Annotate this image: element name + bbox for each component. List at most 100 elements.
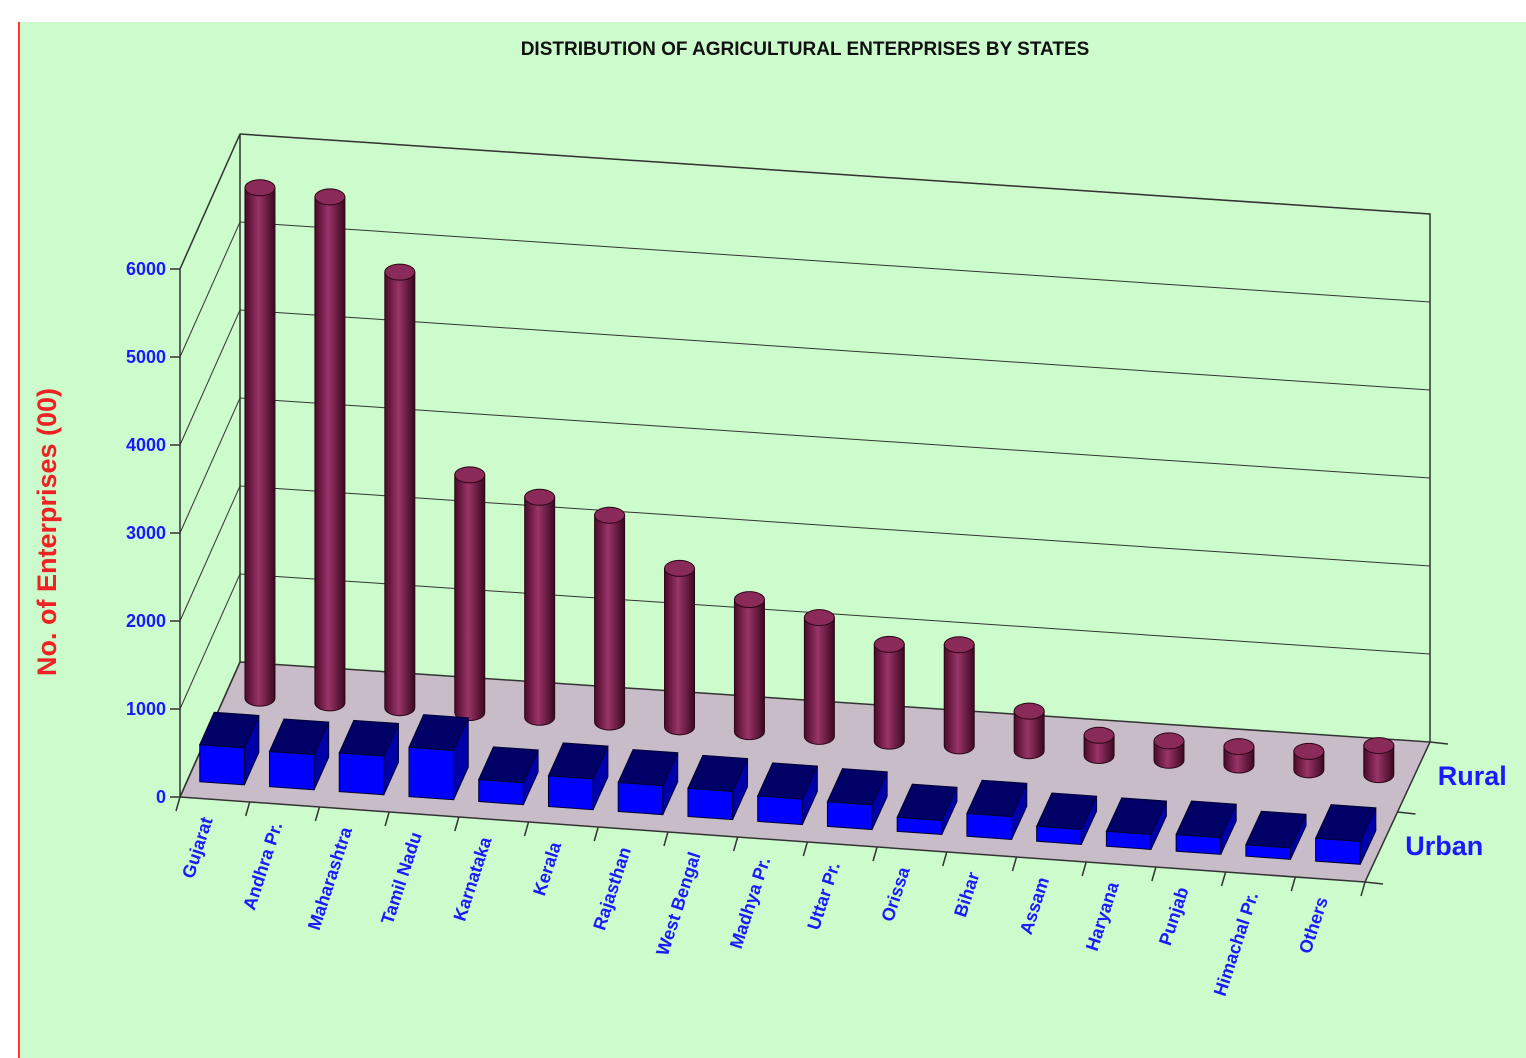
cylinder-top: [733, 591, 765, 609]
bar-urban: [477, 746, 539, 806]
chart-panel: DISTRIBUTION OF AGRICULTURAL ENTERPRISES…: [18, 22, 1526, 1058]
cylinder-top: [454, 466, 486, 484]
bar-rural: [664, 559, 696, 736]
y-tick-label: 0: [156, 787, 166, 807]
block-front: [687, 787, 734, 821]
x-tick-mark: [593, 826, 599, 842]
x-tick-mark: [1081, 861, 1087, 877]
bar-urban: [408, 714, 470, 801]
cylinder-body: [244, 187, 276, 707]
y-tick-label: 1000: [126, 699, 166, 719]
block-top: [617, 749, 679, 787]
gridline: [179, 309, 1431, 446]
cylinder-body: [1363, 745, 1395, 784]
x-tick-mark: [802, 841, 809, 857]
x-tick-label: Kerala: [529, 839, 565, 898]
x-tick-mark: [1220, 871, 1227, 887]
cylinder-body: [733, 599, 765, 741]
block-top: [1314, 804, 1377, 842]
bar-rural: [1013, 702, 1045, 760]
bar-urban: [966, 779, 1028, 841]
cylinder-top: [873, 635, 905, 653]
cylinder-top: [314, 188, 346, 206]
x-tick-mark: [523, 821, 530, 837]
x-tick-label: Andhra Pr.: [239, 820, 286, 913]
bar-urban: [826, 768, 888, 831]
cylinder-top: [384, 263, 416, 281]
depth-tick-mark: [1364, 881, 1384, 885]
x-tick-label: Assam: [1016, 875, 1053, 937]
block-top: [408, 714, 470, 752]
cylinder-top: [1083, 726, 1115, 744]
block-front: [338, 752, 385, 796]
gridline: [179, 221, 1431, 358]
x-tick-mark: [175, 796, 181, 812]
bar-rural: [384, 263, 416, 717]
block-top: [338, 719, 400, 757]
y-tick-label: 6000: [126, 259, 166, 279]
block-top: [826, 768, 888, 806]
x-tick-label: Punjab: [1155, 885, 1193, 948]
cylinder-top: [594, 506, 626, 524]
x-tick-mark: [314, 806, 321, 822]
depth-tick-mark: [1397, 811, 1416, 815]
bar-rural: [1363, 737, 1395, 784]
x-tick-mark: [1011, 856, 1018, 872]
x-tick-mark: [732, 836, 739, 852]
cylinder-body: [384, 271, 416, 717]
x-tick-mark: [872, 846, 878, 862]
x-tick-mark: [1290, 876, 1297, 892]
cylinder-body: [454, 474, 486, 721]
block-front: [966, 812, 1013, 841]
cylinder-body: [664, 567, 696, 736]
block-top: [199, 711, 260, 749]
block-front: [199, 744, 245, 786]
x-tick-label: Others: [1295, 895, 1332, 956]
gridline: [179, 133, 1431, 270]
y-axis-label: No. of Enterprises (00): [32, 388, 62, 676]
series-label-urban: Urban: [1405, 831, 1483, 861]
cylinder-body: [594, 514, 626, 731]
block-front: [478, 779, 524, 806]
cylinder-body: [803, 617, 835, 745]
x-tick-label: West Bengal: [652, 850, 704, 959]
bar-rural: [1293, 742, 1325, 779]
block-front: [617, 781, 664, 816]
bar-urban: [268, 718, 330, 791]
x-tick-label: Haryana: [1082, 879, 1123, 954]
block-top: [268, 718, 330, 756]
bar-urban: [1105, 797, 1168, 850]
bar-urban: [547, 742, 609, 811]
block-top: [477, 746, 539, 784]
x-tick-label: Maharashtra: [304, 824, 356, 933]
cylinder-top: [1153, 732, 1185, 750]
cylinder-body: [524, 496, 556, 726]
block-front: [547, 775, 594, 811]
bar-urban: [1314, 804, 1377, 865]
bar-rural: [803, 609, 835, 745]
cylinder-top: [1013, 702, 1045, 720]
bar-urban: [1035, 792, 1098, 845]
x-tick-label: Uttar Pr.: [803, 860, 844, 933]
bar-urban: [338, 719, 400, 796]
cylinder-top: [1293, 742, 1325, 760]
cylinder-body: [873, 643, 905, 750]
cylinder-top: [664, 559, 696, 577]
x-tick-mark: [244, 801, 251, 817]
block-top: [756, 762, 819, 800]
x-tick-mark: [942, 851, 948, 867]
x-tick-mark: [663, 831, 669, 847]
x-tick-label: Rajasthan: [589, 845, 635, 933]
cylinder-top: [803, 609, 835, 627]
block-top: [1105, 797, 1168, 835]
block-top: [1245, 810, 1307, 849]
cylinder-top: [1363, 737, 1395, 755]
x-tick-label: Gujarat: [178, 815, 216, 881]
bar-rural: [873, 635, 905, 750]
x-tick-label: Orissa: [877, 864, 914, 924]
y-tick-label: 2000: [126, 611, 166, 631]
bar-urban: [1175, 800, 1237, 855]
x-tick-mark: [384, 811, 390, 827]
x-tick-mark: [454, 816, 460, 832]
